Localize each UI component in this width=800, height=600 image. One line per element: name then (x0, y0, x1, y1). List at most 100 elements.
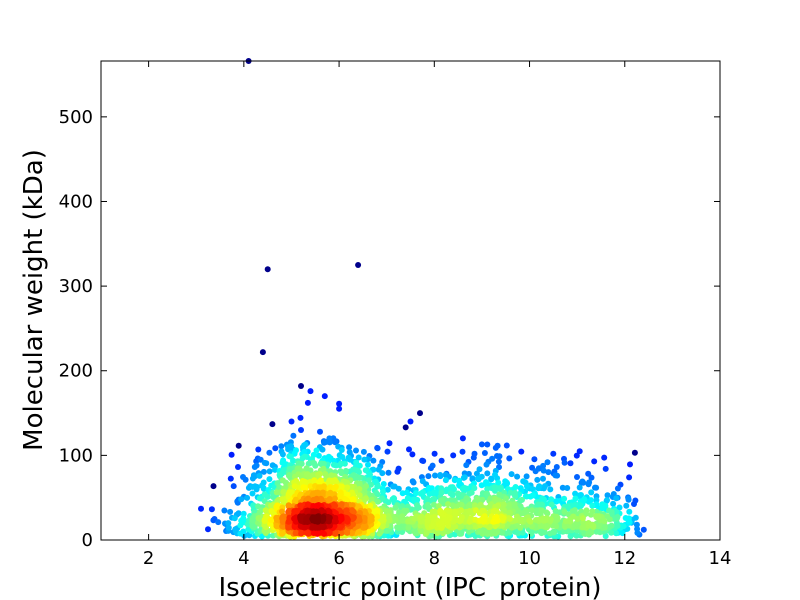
data-point (279, 508, 285, 515)
data-point (419, 489, 426, 496)
y-tick-label: 200 (59, 361, 93, 382)
data-point (442, 477, 449, 484)
data-point (574, 474, 580, 480)
data-point (263, 509, 270, 515)
data-point (499, 505, 506, 511)
data-point (459, 448, 466, 455)
data-point (591, 458, 598, 465)
data-point (327, 490, 334, 497)
data-point (317, 428, 323, 435)
data-point (356, 480, 363, 487)
data-point (588, 511, 594, 518)
data-point (225, 524, 232, 531)
y-axis-title: Molecular weight (kDa) (19, 149, 49, 451)
data-point (325, 508, 332, 515)
data-point (406, 446, 412, 453)
data-point (319, 446, 326, 453)
data-point (291, 498, 298, 505)
data-point (338, 460, 344, 467)
data-point (619, 530, 626, 537)
data-point (631, 449, 638, 456)
data-point (471, 485, 478, 492)
data-point (361, 508, 368, 515)
data-point (466, 508, 473, 515)
data-point (263, 460, 270, 467)
data-point (244, 494, 251, 501)
data-point (613, 530, 620, 537)
data-point (438, 457, 445, 464)
data-point (494, 442, 501, 449)
data-point (263, 524, 269, 531)
data-point (382, 527, 389, 534)
data-point (419, 478, 426, 485)
data-point (544, 459, 551, 466)
data-point (270, 494, 277, 501)
data-point (588, 474, 595, 481)
data-point (622, 515, 629, 521)
data-point (379, 517, 385, 524)
x-tick-label: 8 (429, 548, 440, 569)
data-point (321, 393, 328, 400)
data-point (480, 515, 486, 522)
data-point (442, 471, 449, 478)
data-point (492, 471, 498, 478)
data-point (409, 478, 416, 485)
data-point (366, 517, 373, 524)
data-point (208, 506, 215, 513)
data-point (601, 454, 608, 461)
data-point (540, 475, 546, 482)
data-point (576, 448, 583, 455)
data-point (432, 472, 438, 479)
x-axis-title: Isoelectric point (IPC_protein) (218, 573, 601, 600)
data-point (350, 496, 357, 503)
data-point (476, 466, 483, 473)
data-point (431, 450, 438, 457)
data-point (481, 450, 488, 456)
data-point (633, 521, 640, 528)
data-point (336, 494, 343, 501)
data-point (548, 496, 555, 503)
data-point (561, 509, 568, 515)
x-tick-label: 6 (333, 548, 344, 569)
data-point (374, 513, 381, 520)
data-point (255, 446, 262, 453)
data-point (469, 475, 476, 482)
data-point (345, 454, 352, 461)
data-point (403, 489, 410, 496)
data-point (606, 507, 612, 514)
data-point (554, 498, 561, 504)
data-point (623, 502, 630, 509)
data-point (503, 495, 510, 502)
y-tick-label: 400 (59, 191, 93, 212)
data-point (540, 467, 547, 474)
y-tick-label: 100 (59, 445, 93, 466)
data-point (573, 452, 580, 459)
data-point (613, 514, 620, 521)
data-point (567, 533, 574, 540)
data-point (572, 490, 579, 497)
data-point (373, 489, 380, 496)
data-point (451, 508, 458, 515)
data-point (484, 530, 491, 537)
data-point (602, 502, 609, 509)
data-point (305, 460, 312, 467)
data-point (602, 465, 609, 472)
data-point (374, 483, 381, 490)
data-point (240, 510, 247, 517)
data-point (298, 427, 304, 433)
y-tick-label: 500 (59, 107, 93, 128)
data-point (256, 495, 263, 502)
data-point (455, 490, 461, 497)
data-point (249, 523, 256, 530)
data-point (315, 452, 322, 459)
data-point (430, 521, 437, 528)
data-point (534, 476, 541, 483)
data-point (431, 501, 437, 508)
data-point (522, 493, 529, 500)
data-point (547, 486, 554, 493)
data-point (425, 473, 432, 480)
data-point (370, 457, 377, 464)
data-point (553, 464, 560, 470)
data-point (417, 410, 423, 417)
data-point (554, 472, 561, 479)
